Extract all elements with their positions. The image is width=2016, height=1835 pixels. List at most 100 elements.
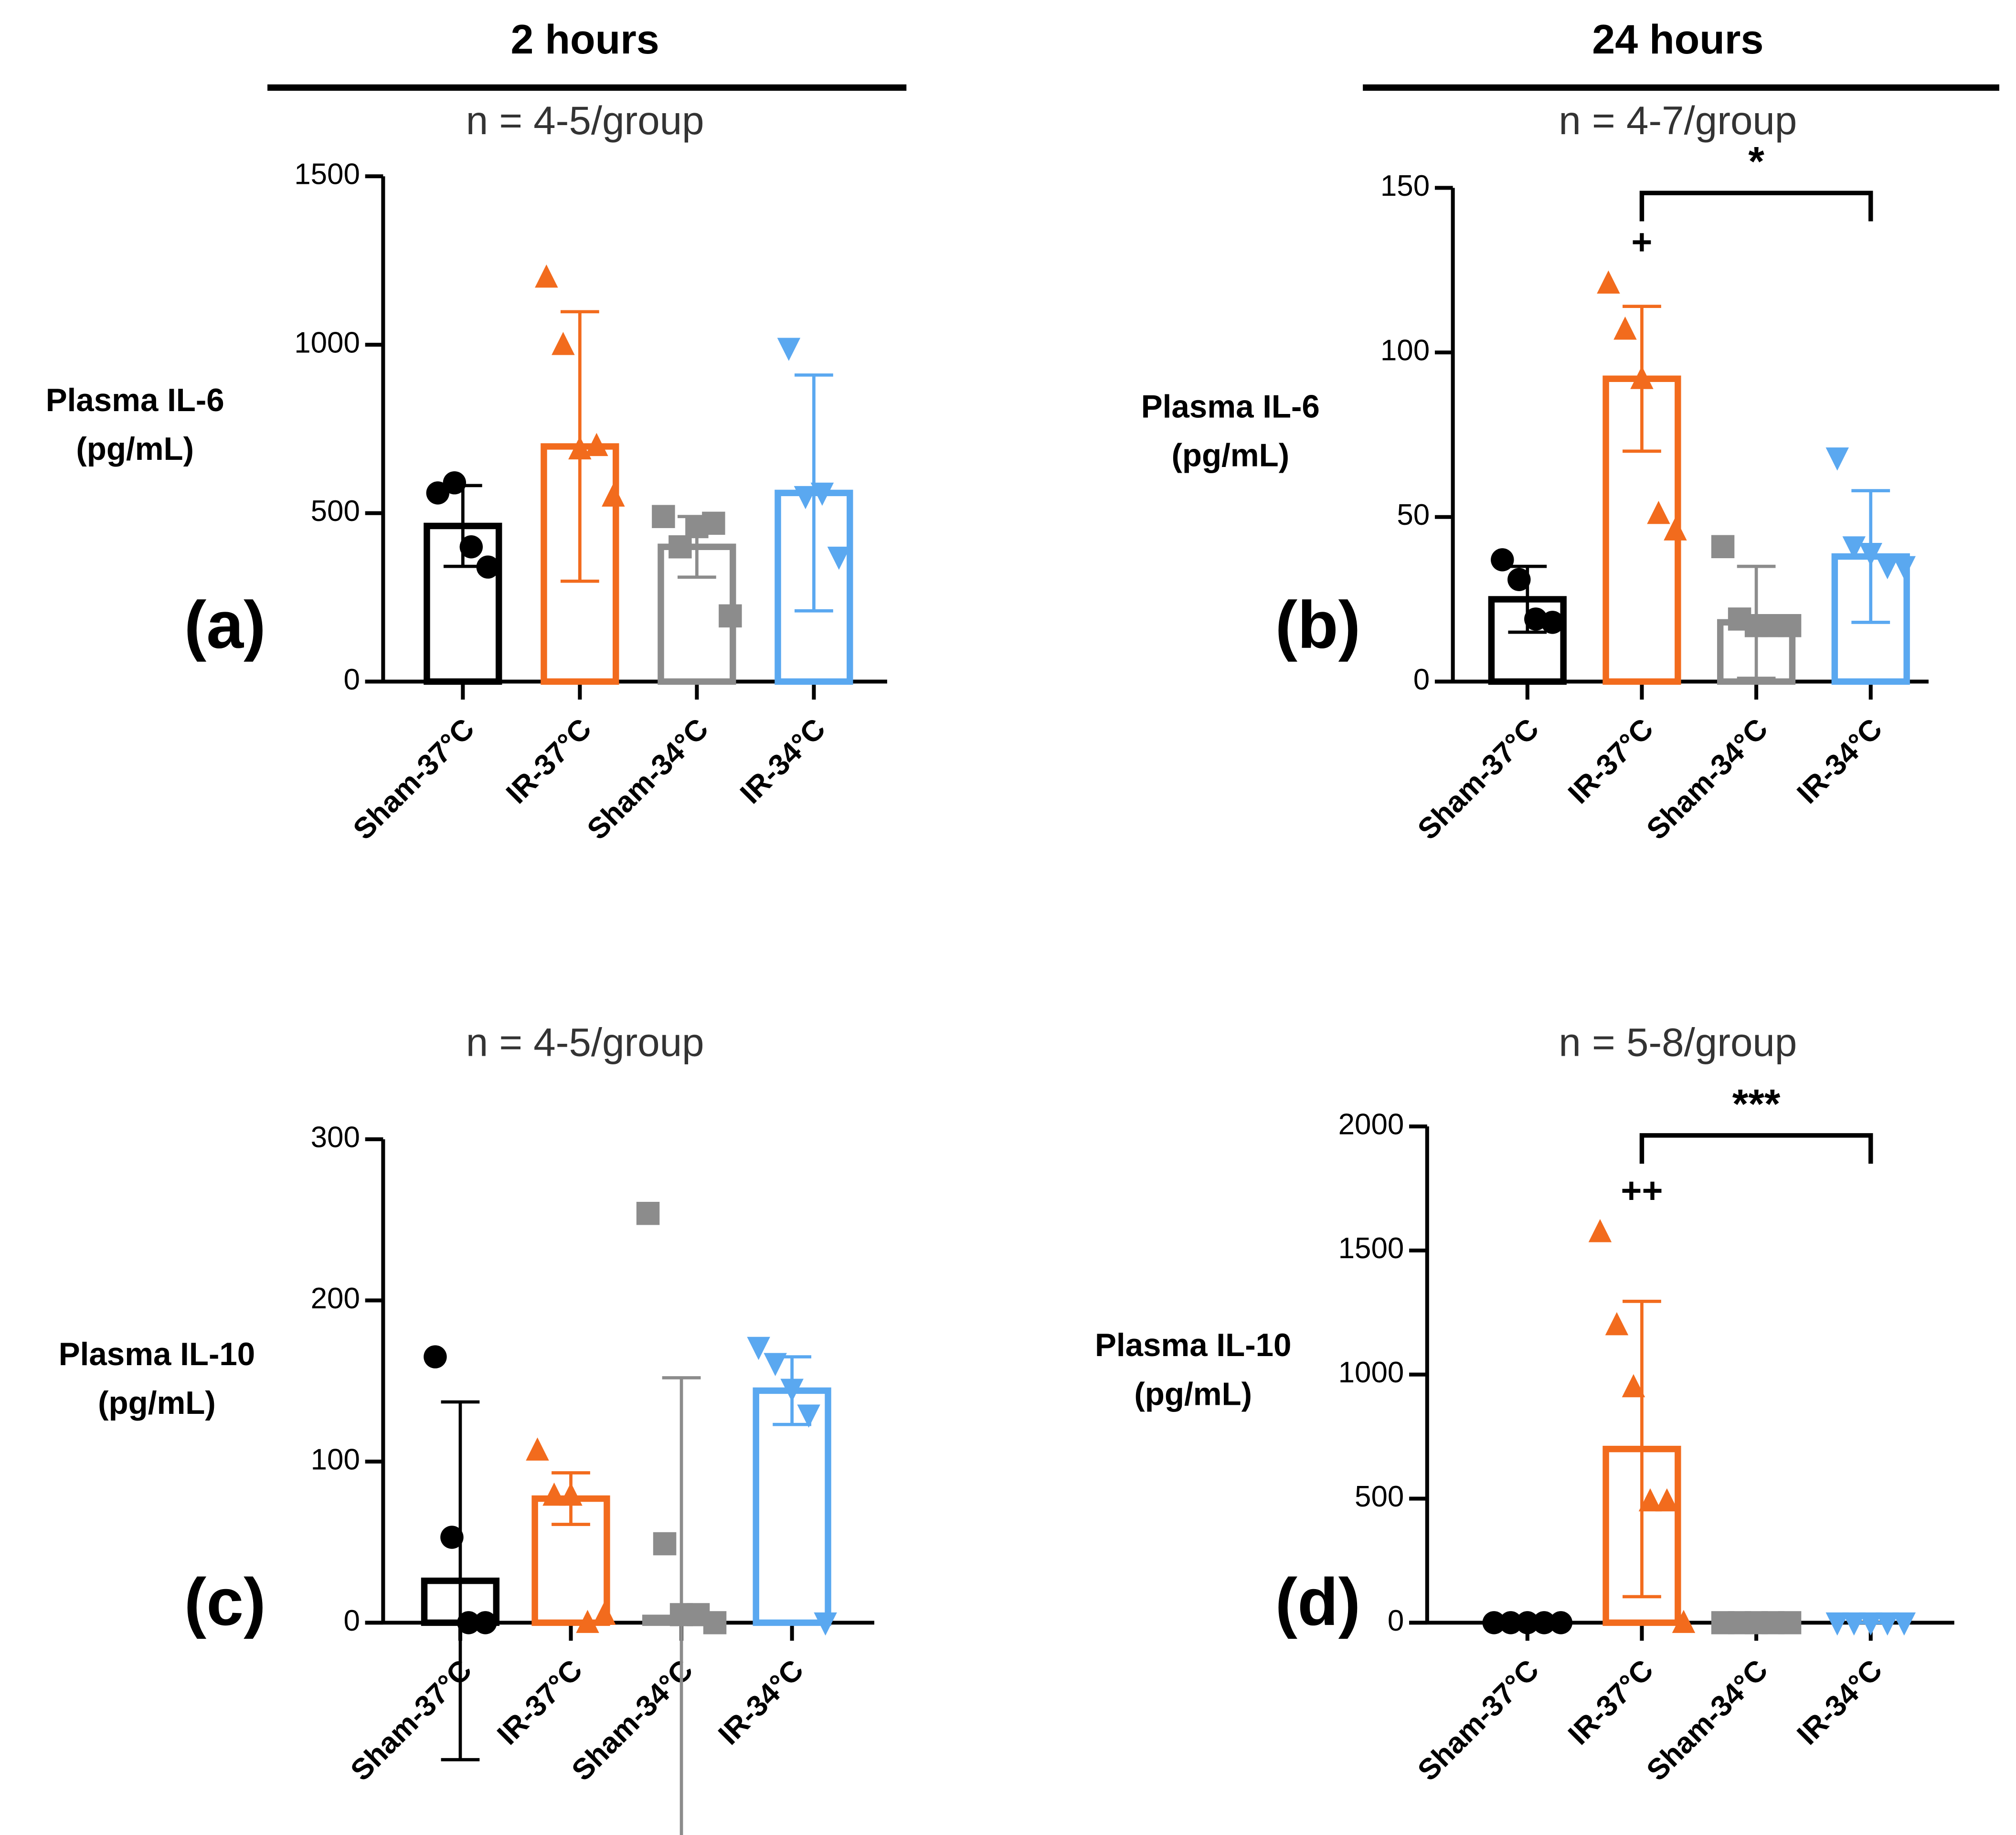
x-tick-label: Sham-37°C: [1411, 712, 1545, 846]
y-tick-label: 2000: [1338, 1108, 1404, 1141]
significance-label: ***: [1732, 1081, 1781, 1127]
data-point: [1859, 543, 1882, 566]
data-point: [1778, 614, 1802, 637]
data-point: [719, 604, 742, 628]
y-tick-label: 500: [311, 495, 360, 528]
data-point: [1605, 1312, 1629, 1336]
data-point: [653, 1532, 677, 1556]
data-point: [764, 1353, 787, 1376]
y-tick-label: 0: [343, 1604, 360, 1637]
data-point: [476, 555, 500, 579]
data-point: [1647, 500, 1670, 524]
data-point: [1507, 568, 1531, 591]
x-tick-label: Sham-34°C: [1640, 712, 1774, 846]
annotation: +: [1631, 222, 1652, 262]
data-point: [1876, 556, 1899, 580]
data-point: [703, 1611, 727, 1634]
data-point: [568, 436, 592, 460]
data-point: [443, 471, 467, 495]
subtitle: n = 4-5/group: [466, 1019, 704, 1064]
data-point: [652, 505, 675, 528]
y-tick-label: 1000: [294, 326, 360, 359]
x-tick-label: Sham-37°C: [344, 1654, 478, 1787]
data-point: [1541, 611, 1564, 634]
y-tick-label: 1500: [1338, 1232, 1404, 1265]
data-point: [1711, 535, 1735, 559]
data-point: [636, 1201, 660, 1225]
subtitle: n = 5-8/group: [1559, 1019, 1797, 1064]
y-tick-label: 0: [1413, 663, 1430, 696]
data-point: [814, 1612, 837, 1636]
column-title: 2 hours: [511, 17, 659, 63]
data-point: [1842, 536, 1866, 560]
data-point: [552, 332, 575, 355]
y-tick-label: 0: [1388, 1604, 1404, 1637]
x-tick-label: IR-34°C: [1791, 712, 1889, 810]
panel-label: (d): [1275, 1564, 1361, 1639]
y-tick-label: 0: [343, 663, 360, 696]
panel-label: (c): [184, 1564, 266, 1639]
significance-label: *: [1748, 139, 1764, 185]
x-tick-label: IR-37°C: [1562, 712, 1660, 810]
data-point: [1491, 548, 1514, 572]
data-point: [1630, 366, 1654, 389]
data-point: [1859, 1612, 1882, 1636]
data-point: [780, 1379, 804, 1402]
data-point: [474, 1611, 497, 1634]
y-axis-label: (pg/mL): [1134, 1376, 1252, 1412]
data-point: [585, 433, 608, 456]
y-tick-label: 100: [1380, 334, 1430, 367]
data-point: [777, 338, 801, 361]
data-point: [1638, 1488, 1662, 1512]
data-point: [1655, 1488, 1679, 1512]
data-point: [827, 546, 851, 570]
x-tick-label: Sham-34°C: [581, 712, 715, 846]
data-point: [1842, 1612, 1866, 1636]
data-point: [1597, 270, 1620, 294]
x-tick-label: IR-34°C: [1791, 1654, 1889, 1751]
data-point: [1672, 1610, 1696, 1633]
data-point: [1825, 1612, 1849, 1636]
data-point: [1778, 1611, 1802, 1634]
data-point: [810, 482, 834, 506]
data-point: [526, 1437, 549, 1461]
column-title: 24 hours: [1592, 17, 1763, 63]
x-tick-label: IR-37°C: [1562, 1654, 1660, 1751]
y-axis-label: (pg/mL): [76, 431, 194, 467]
data-point: [1516, 1611, 1539, 1634]
x-tick-label: Sham-34°C: [1640, 1654, 1774, 1787]
data-point: [426, 481, 450, 505]
data-point: [559, 1482, 583, 1506]
data-point: [602, 483, 625, 507]
y-tick-label: 50: [1397, 499, 1430, 531]
y-axis-label: Plasma IL-10: [59, 1336, 255, 1372]
data-point: [1482, 1611, 1506, 1634]
data-point: [702, 511, 725, 535]
data-point: [1892, 1612, 1916, 1636]
data-point: [1588, 1219, 1612, 1242]
data-point: [797, 1404, 820, 1428]
y-axis-label: (pg/mL): [1171, 438, 1289, 474]
data-point: [459, 535, 483, 559]
x-tick-label: IR-37°C: [500, 712, 598, 810]
x-tick-label: IR-37°C: [491, 1654, 589, 1751]
panel-label: (b): [1275, 587, 1361, 662]
data-point: [794, 486, 817, 509]
significance-bracket: [1639, 1133, 1873, 1164]
subtitle: n = 4-7/group: [1559, 98, 1797, 143]
data-point: [1622, 1374, 1645, 1398]
data-point: [542, 1482, 566, 1506]
y-tick-label: 500: [1355, 1480, 1404, 1513]
x-tick-label: IR-34°C: [712, 1654, 810, 1751]
y-tick-label: 1000: [1338, 1356, 1404, 1389]
data-point: [576, 1610, 599, 1633]
data-point: [593, 1602, 616, 1625]
data-point: [1825, 447, 1849, 471]
y-tick-label: 300: [311, 1121, 360, 1154]
data-point: [457, 1611, 480, 1634]
data-point: [1549, 1611, 1573, 1634]
annotation: ++: [1621, 1170, 1663, 1210]
subtitle: n = 4-5/group: [466, 98, 704, 143]
x-tick-label: Sham-37°C: [1411, 1654, 1545, 1787]
